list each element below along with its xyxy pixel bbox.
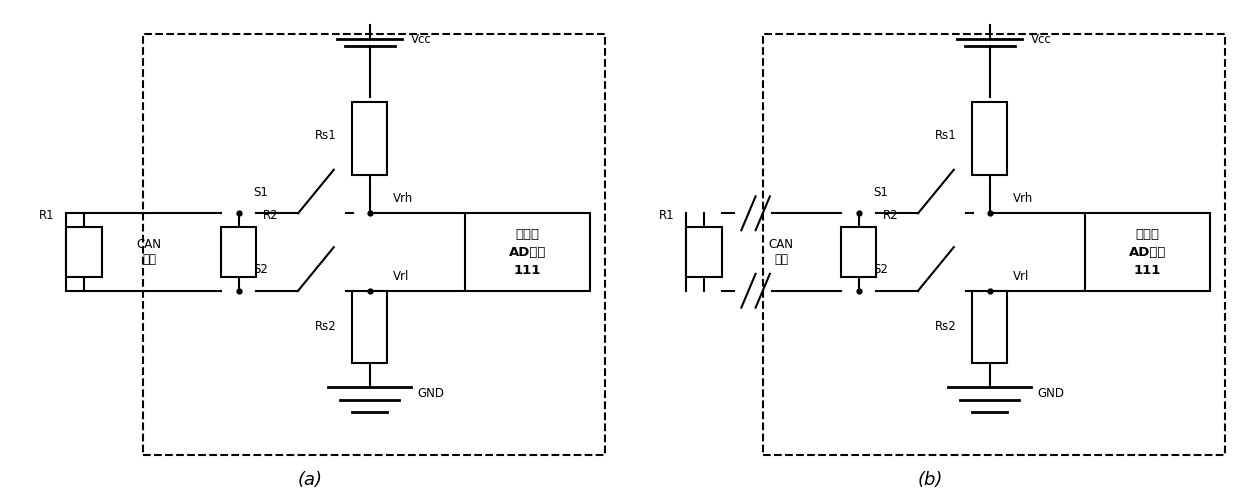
Bar [144, 34, 605, 455]
Text: Vrl: Vrl [1013, 270, 1029, 283]
Text: GND: GND [1037, 387, 1064, 400]
Bar [764, 34, 1225, 455]
Bar [1085, 213, 1210, 291]
Text: Vrl: Vrl [393, 270, 409, 283]
Text: (b): (b) [918, 471, 942, 489]
Text: (a): (a) [298, 471, 322, 489]
Text: R2: R2 [263, 209, 278, 222]
Text: Vcc: Vcc [412, 33, 432, 45]
Text: Rs2: Rs2 [935, 321, 957, 334]
Bar [686, 227, 722, 277]
Text: R1: R1 [658, 209, 675, 222]
Text: R1: R1 [38, 209, 55, 222]
Text: S1: S1 [253, 186, 268, 199]
Text: Rs1: Rs1 [315, 130, 337, 142]
Text: CAN
总线: CAN 总线 [136, 238, 161, 266]
Bar [352, 102, 387, 174]
Text: Vrh: Vrh [1013, 193, 1034, 205]
Text: Vrh: Vrh [393, 193, 414, 205]
Bar [841, 227, 877, 277]
Text: S2: S2 [873, 263, 888, 276]
Text: 单片机
AD模块
111: 单片机 AD模块 111 [1128, 227, 1166, 277]
Text: GND: GND [417, 387, 444, 400]
Text: Vcc: Vcc [1032, 33, 1052, 45]
Bar [221, 227, 257, 277]
Text: 单片机
AD模块
111: 单片机 AD模块 111 [508, 227, 546, 277]
Text: Rs2: Rs2 [315, 321, 337, 334]
Bar [66, 227, 102, 277]
Bar [352, 291, 387, 363]
Text: CAN
总线: CAN 总线 [769, 238, 794, 266]
Text: Rs1: Rs1 [935, 130, 957, 142]
Text: R2: R2 [883, 209, 898, 222]
Text: S2: S2 [253, 263, 268, 276]
Bar [972, 291, 1007, 363]
Bar [465, 213, 590, 291]
Bar [972, 102, 1007, 174]
Text: S1: S1 [873, 186, 888, 199]
